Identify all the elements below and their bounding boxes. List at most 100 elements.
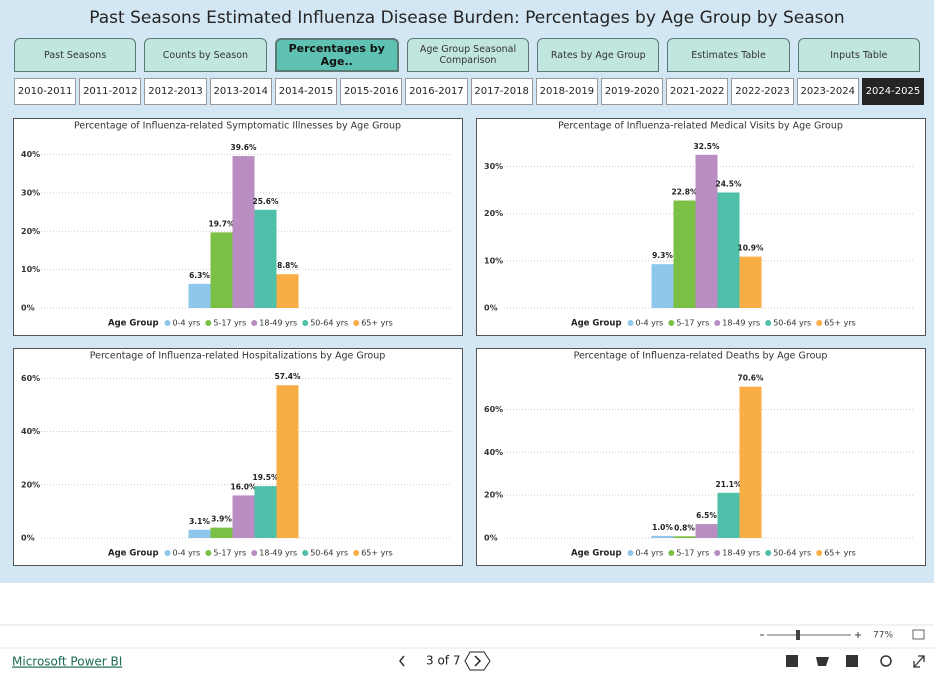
- season-button[interactable]: 2022-2023: [731, 78, 794, 105]
- legend-swatch: [816, 550, 823, 556]
- bar: [232, 156, 255, 308]
- legend-label: 0-4 yrs: [636, 319, 664, 328]
- nav-tab[interactable]: Rates by Age Group: [537, 38, 660, 72]
- bar: [717, 492, 740, 538]
- season-button[interactable]: 2013-2014: [209, 78, 272, 105]
- y-tick-label: 0%: [21, 304, 35, 313]
- bar: [254, 209, 277, 308]
- bar: [695, 524, 718, 538]
- data-label: 9.3%: [652, 251, 673, 260]
- legend-label: 65+ yrs: [824, 549, 856, 558]
- bar: [188, 283, 211, 308]
- bar: [210, 527, 233, 538]
- legend-label: 50-64 yrs: [310, 319, 348, 328]
- data-label: 19.7%: [208, 219, 235, 228]
- legend-label: 50-64 yrs: [310, 549, 348, 558]
- nav-tab[interactable]: Inputs Table: [797, 38, 920, 72]
- legend-swatch: [765, 320, 772, 326]
- linkedin-icon[interactable]: [846, 655, 858, 667]
- bar: [210, 232, 233, 308]
- next-page[interactable]: [464, 651, 491, 671]
- bar: [188, 529, 211, 538]
- tab-bar: Past Seasons Counts by Season Percentages …: [14, 38, 920, 72]
- powerbi-link[interactable]: Microsoft Power BI: [12, 655, 122, 669]
- nav-tab[interactable]: Percentages by Age..: [274, 38, 399, 72]
- chart-title: Percentage of Influenza-related Deaths b…: [574, 351, 828, 362]
- legend-swatch: [353, 320, 360, 326]
- y-tick-label: 30%: [21, 188, 40, 197]
- legend-label: 65+ yrs: [361, 549, 393, 558]
- season-button[interactable]: 2024-2025: [861, 78, 925, 105]
- nav-tab[interactable]: Past Seasons: [14, 38, 137, 72]
- legend-title: Age Group: [108, 319, 159, 329]
- data-label: 16.0%: [230, 482, 257, 491]
- prev-page[interactable]: [399, 655, 405, 667]
- share-icon[interactable]: [880, 655, 892, 667]
- data-label: 21.1%: [715, 480, 742, 489]
- legend-label: 50-64 yrs: [773, 549, 811, 558]
- fullscreen-icon[interactable]: [913, 655, 925, 668]
- season-button[interactable]: 2015-2016: [340, 78, 403, 105]
- report-title: Past Seasons Estimated Influenza Disease…: [89, 8, 845, 28]
- season-button[interactable]: 2014-2015: [274, 78, 338, 105]
- data-label: 32.5%: [693, 142, 720, 151]
- legend-label: 0-4 yrs: [173, 549, 201, 558]
- y-tick-label: 0%: [484, 304, 498, 313]
- legend-swatch: [251, 320, 258, 326]
- y-tick-label: 0%: [484, 534, 498, 543]
- facebook-icon[interactable]: [786, 655, 798, 667]
- data-label: 57.4%: [274, 372, 301, 381]
- legend-swatch: [164, 320, 171, 326]
- legend-swatch: [627, 550, 634, 556]
- bar: [673, 536, 696, 538]
- data-label: 3.9%: [211, 515, 232, 524]
- legend-label: 0-4 yrs: [636, 549, 664, 558]
- data-label: 70.6%: [737, 374, 764, 383]
- data-label: 39.6%: [230, 143, 257, 152]
- legend-swatch: [765, 550, 772, 556]
- bar: [717, 192, 740, 308]
- season-button[interactable]: 2018-2019: [535, 78, 598, 105]
- legend-label: 65+ yrs: [824, 319, 856, 328]
- season-button[interactable]: 2016-2017: [405, 78, 468, 105]
- data-label: 10.9%: [737, 244, 764, 253]
- y-tick-label: 30%: [484, 162, 503, 171]
- y-tick-label: 0%: [21, 534, 35, 543]
- y-tick-label: 10%: [21, 265, 40, 274]
- y-tick-label: 10%: [484, 256, 503, 265]
- y-tick-label: 40%: [21, 150, 40, 159]
- y-tick-label: 40%: [21, 427, 40, 436]
- fit-icon[interactable]: [912, 629, 925, 640]
- twitter-icon[interactable]: [816, 657, 829, 666]
- season-bar: 2010-2011 2011-2012 2012-2013 2013-2014 2014…: [14, 78, 925, 105]
- nav-tab[interactable]: Estimates Table: [667, 38, 790, 72]
- zoom-control[interactable]: [760, 630, 861, 640]
- legend-swatch: [302, 550, 309, 556]
- legend-swatch: [816, 320, 823, 326]
- season-button[interactable]: 2019-2020: [600, 78, 664, 105]
- bar: [651, 535, 674, 538]
- chart-title: Percentage of Influenza-related Symptoma…: [74, 121, 401, 132]
- legend-swatch: [205, 550, 212, 556]
- season-button[interactable]: 2010-2011: [14, 78, 77, 105]
- legend-label: 18-49 yrs: [259, 319, 297, 328]
- data-label: 6.5%: [696, 511, 717, 520]
- season-button[interactable]: 2011-2012: [79, 78, 142, 105]
- data-label: 19.5%: [252, 473, 279, 482]
- nav-tab[interactable]: Counts by Season: [144, 38, 267, 72]
- season-button[interactable]: 2021-2022: [666, 78, 729, 105]
- nav-tab[interactable]: Age Group Seasonal Comparison: [406, 38, 530, 72]
- legend-swatch: [627, 320, 634, 326]
- bar: [276, 274, 299, 308]
- season-button[interactable]: 2017-2018: [470, 78, 533, 105]
- y-tick-label: 20%: [21, 480, 40, 489]
- data-label: 25.6%: [252, 197, 279, 206]
- season-button[interactable]: 2023-2024: [796, 78, 859, 105]
- legend-title: Age Group: [108, 549, 159, 559]
- season-button[interactable]: 2012-2013: [144, 78, 207, 105]
- legend-label: 18-49 yrs: [259, 549, 297, 558]
- data-label: 1.0%: [652, 523, 673, 532]
- legend-label: 5-17 yrs: [213, 549, 246, 558]
- legend-swatch: [714, 550, 721, 556]
